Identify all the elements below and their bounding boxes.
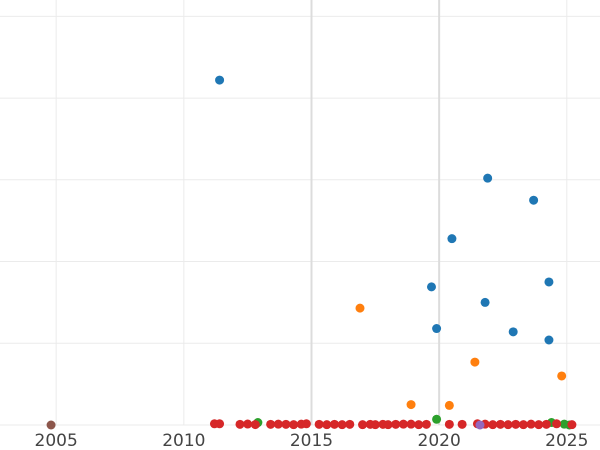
data-point bbox=[567, 420, 577, 430]
data-point bbox=[470, 357, 480, 367]
data-point bbox=[508, 327, 518, 337]
data-point bbox=[235, 419, 245, 429]
data-point bbox=[273, 419, 283, 429]
data-point bbox=[503, 420, 513, 430]
x-tick-label: 2010 bbox=[162, 431, 205, 450]
data-point bbox=[421, 419, 431, 429]
data-point bbox=[518, 420, 528, 430]
data-point bbox=[329, 419, 339, 429]
data-point bbox=[370, 420, 380, 430]
data-point bbox=[495, 419, 505, 429]
data-point bbox=[383, 420, 393, 430]
data-point bbox=[444, 400, 454, 410]
data-point bbox=[480, 297, 490, 307]
x-tick-label: 2015 bbox=[290, 431, 333, 450]
data-point bbox=[475, 420, 485, 430]
data-point bbox=[432, 414, 442, 424]
data-point bbox=[488, 420, 498, 430]
data-point bbox=[322, 420, 332, 430]
data-point bbox=[557, 371, 567, 381]
data-point bbox=[301, 419, 311, 429]
data-point bbox=[432, 324, 442, 334]
data-point bbox=[345, 419, 355, 429]
data-point bbox=[391, 419, 401, 429]
x-tick-label: 2005 bbox=[35, 431, 78, 450]
data-point bbox=[447, 234, 457, 244]
data-point bbox=[243, 419, 253, 429]
data-point bbox=[46, 420, 56, 430]
points-layer bbox=[46, 75, 577, 430]
data-point bbox=[544, 335, 554, 345]
data-point bbox=[541, 419, 551, 429]
data-point bbox=[426, 282, 436, 292]
data-point bbox=[215, 75, 225, 85]
data-point bbox=[215, 419, 225, 429]
data-point bbox=[534, 420, 544, 430]
data-point bbox=[358, 420, 368, 430]
data-point bbox=[406, 400, 416, 410]
data-point bbox=[337, 420, 347, 430]
data-point bbox=[355, 303, 365, 313]
grid-layer bbox=[0, 0, 600, 426]
data-point bbox=[444, 419, 454, 429]
data-point bbox=[314, 419, 324, 429]
data-point bbox=[526, 419, 536, 429]
x-tick-label: 2025 bbox=[545, 431, 588, 450]
x-tick-labels: 2005 2010 2015 2020 2025 bbox=[35, 431, 589, 450]
data-point bbox=[552, 419, 562, 429]
data-point bbox=[529, 195, 539, 205]
data-point bbox=[289, 420, 299, 430]
data-point bbox=[414, 420, 424, 430]
data-point bbox=[483, 173, 493, 183]
data-point bbox=[406, 419, 416, 429]
data-point bbox=[398, 419, 408, 429]
data-point bbox=[457, 419, 467, 429]
data-point bbox=[281, 419, 291, 429]
x-tick-label: 2020 bbox=[418, 431, 461, 450]
data-point bbox=[511, 419, 521, 429]
data-point bbox=[266, 419, 276, 429]
data-point bbox=[544, 277, 554, 287]
data-point bbox=[250, 420, 260, 430]
